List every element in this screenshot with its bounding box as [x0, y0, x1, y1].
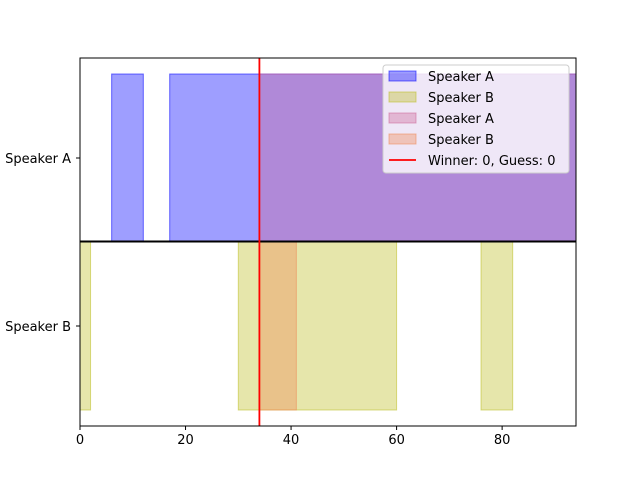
legend-swatch-2	[388, 91, 417, 103]
legend-box	[382, 64, 570, 174]
y-category-label-1: Speaker B	[5, 320, 71, 335]
legend-swatch-3	[388, 112, 417, 124]
axes: 0 20 40 60 80 Speaker A Speaker B	[5, 57, 577, 448]
x-tick-label-2: 40	[283, 433, 300, 448]
x-tick-label-4: 80	[494, 433, 511, 448]
legend-label-1: Speaker A	[428, 70, 494, 85]
span-2-2	[237, 241, 398, 411]
legend-marker-label: Winner: 0, Guess: 0	[428, 154, 555, 169]
span-1-1	[111, 73, 144, 242]
legend-label-4: Speaker B	[428, 133, 494, 148]
legend-label-3: Speaker A	[428, 112, 494, 127]
y-category-label-0: Speaker A	[5, 152, 71, 167]
axes-frame	[79, 57, 577, 427]
legend: Speaker A Speaker B Speaker A Speaker B Winn…	[382, 64, 570, 174]
span-2-3	[480, 241, 514, 411]
legend-swatch-4	[388, 133, 417, 145]
legend-swatch-1	[388, 70, 417, 82]
legend-label-2: Speaker B	[428, 91, 494, 106]
span-2-1	[80, 241, 92, 411]
x-tick-label-0: 0	[76, 433, 84, 448]
x-tick-label-3: 60	[388, 433, 405, 448]
x-tick-label-1: 20	[177, 433, 194, 448]
span-4-1	[258, 241, 297, 411]
